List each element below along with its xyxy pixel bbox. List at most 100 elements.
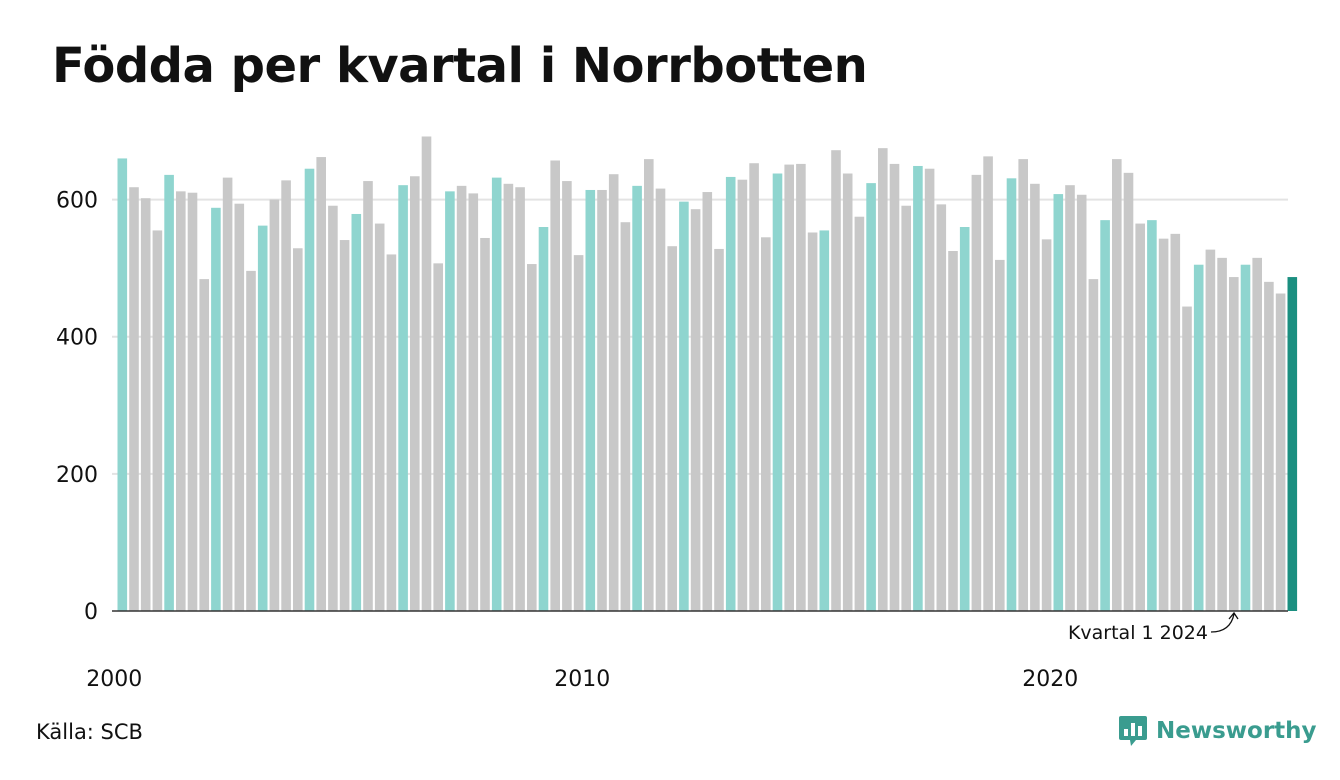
bar xyxy=(199,279,209,611)
bar xyxy=(140,198,151,611)
bar xyxy=(655,188,666,611)
bar xyxy=(491,177,502,611)
bar xyxy=(1147,220,1157,611)
bar xyxy=(948,251,958,611)
bar xyxy=(445,191,455,612)
source-note: Källa: SCB xyxy=(36,720,143,744)
bar xyxy=(538,227,549,611)
y-tick-label: 0 xyxy=(84,600,98,625)
bar xyxy=(456,185,467,611)
bar xyxy=(889,163,900,611)
bar xyxy=(1240,264,1251,611)
bar xyxy=(737,179,748,611)
bar xyxy=(936,204,947,611)
bar xyxy=(1264,281,1274,611)
bar xyxy=(807,232,818,611)
bar xyxy=(1065,185,1075,611)
bar xyxy=(1252,257,1262,611)
bar xyxy=(1123,172,1134,612)
bar xyxy=(714,248,724,611)
bar xyxy=(1100,220,1110,611)
bar xyxy=(878,148,888,611)
bars xyxy=(117,136,1298,612)
bar xyxy=(1053,194,1064,612)
bar xyxy=(363,181,373,612)
bar xyxy=(831,150,841,611)
bar xyxy=(1006,178,1017,612)
bar xyxy=(164,174,174,611)
bar xyxy=(842,173,853,611)
bar xyxy=(959,227,970,611)
bar xyxy=(995,259,1005,611)
bar xyxy=(690,209,701,611)
bar xyxy=(257,225,268,611)
bar xyxy=(117,158,128,611)
bar xyxy=(293,248,303,611)
bar-chart: 0 200 400 600 2000 2010 2020 Kvartal 1 2024 xyxy=(56,136,1298,692)
bar xyxy=(1112,159,1122,611)
bar xyxy=(796,163,806,611)
bar xyxy=(620,222,631,611)
bar xyxy=(772,173,783,611)
bar xyxy=(901,205,911,611)
bar xyxy=(854,216,865,611)
bar xyxy=(644,159,654,611)
x-tick-label: 2020 xyxy=(1022,667,1078,692)
bar xyxy=(328,205,338,611)
bar xyxy=(1030,183,1040,612)
bar xyxy=(398,185,408,611)
bar xyxy=(246,270,256,611)
brand-logo: Newsworthy xyxy=(1118,714,1317,748)
bar xyxy=(679,201,689,611)
bar xyxy=(339,240,350,611)
bar xyxy=(374,223,385,612)
bar xyxy=(480,237,490,611)
bar xyxy=(1275,293,1286,611)
annotation-arrow xyxy=(1210,611,1239,633)
bar xyxy=(761,237,771,612)
bar xyxy=(351,213,362,611)
annotation: Kvartal 1 2024 xyxy=(1068,611,1239,644)
bar xyxy=(597,189,607,611)
bar xyxy=(1158,238,1169,611)
x-tick-label: 2010 xyxy=(554,667,610,692)
bar xyxy=(1229,277,1239,611)
bar xyxy=(1041,239,1052,612)
bar xyxy=(433,263,443,611)
bar xyxy=(503,183,514,612)
newsworthy-logo-icon xyxy=(1119,716,1147,746)
bar xyxy=(1182,306,1192,611)
bar xyxy=(304,168,315,611)
bar xyxy=(667,246,677,611)
y-tick-label: 200 xyxy=(56,463,98,488)
bar xyxy=(702,192,713,611)
page-title: Födda per kvartal i Norrbotten xyxy=(52,38,868,94)
bar xyxy=(234,203,245,611)
bar xyxy=(316,157,326,612)
bar xyxy=(562,181,572,612)
bar xyxy=(421,136,432,611)
bar xyxy=(573,255,584,611)
bar xyxy=(1287,277,1298,611)
bar xyxy=(550,160,560,611)
y-axis-ticks: 0 200 400 600 xyxy=(56,189,98,625)
bar xyxy=(585,189,596,611)
bar xyxy=(222,177,233,611)
bar xyxy=(819,230,830,611)
bar xyxy=(1217,257,1227,611)
bar xyxy=(515,187,525,611)
bar xyxy=(983,156,993,611)
bar xyxy=(971,174,982,611)
bar xyxy=(1193,264,1204,611)
bar xyxy=(1135,223,1145,612)
bar xyxy=(784,164,794,611)
bar xyxy=(608,174,619,611)
bar xyxy=(152,230,163,611)
bar xyxy=(281,180,291,611)
bar xyxy=(129,187,139,611)
bar xyxy=(725,176,736,611)
bar xyxy=(269,199,280,612)
x-axis-ticks: 2000 2010 2020 xyxy=(86,667,1078,692)
bar xyxy=(1170,233,1181,611)
bar xyxy=(632,185,642,611)
